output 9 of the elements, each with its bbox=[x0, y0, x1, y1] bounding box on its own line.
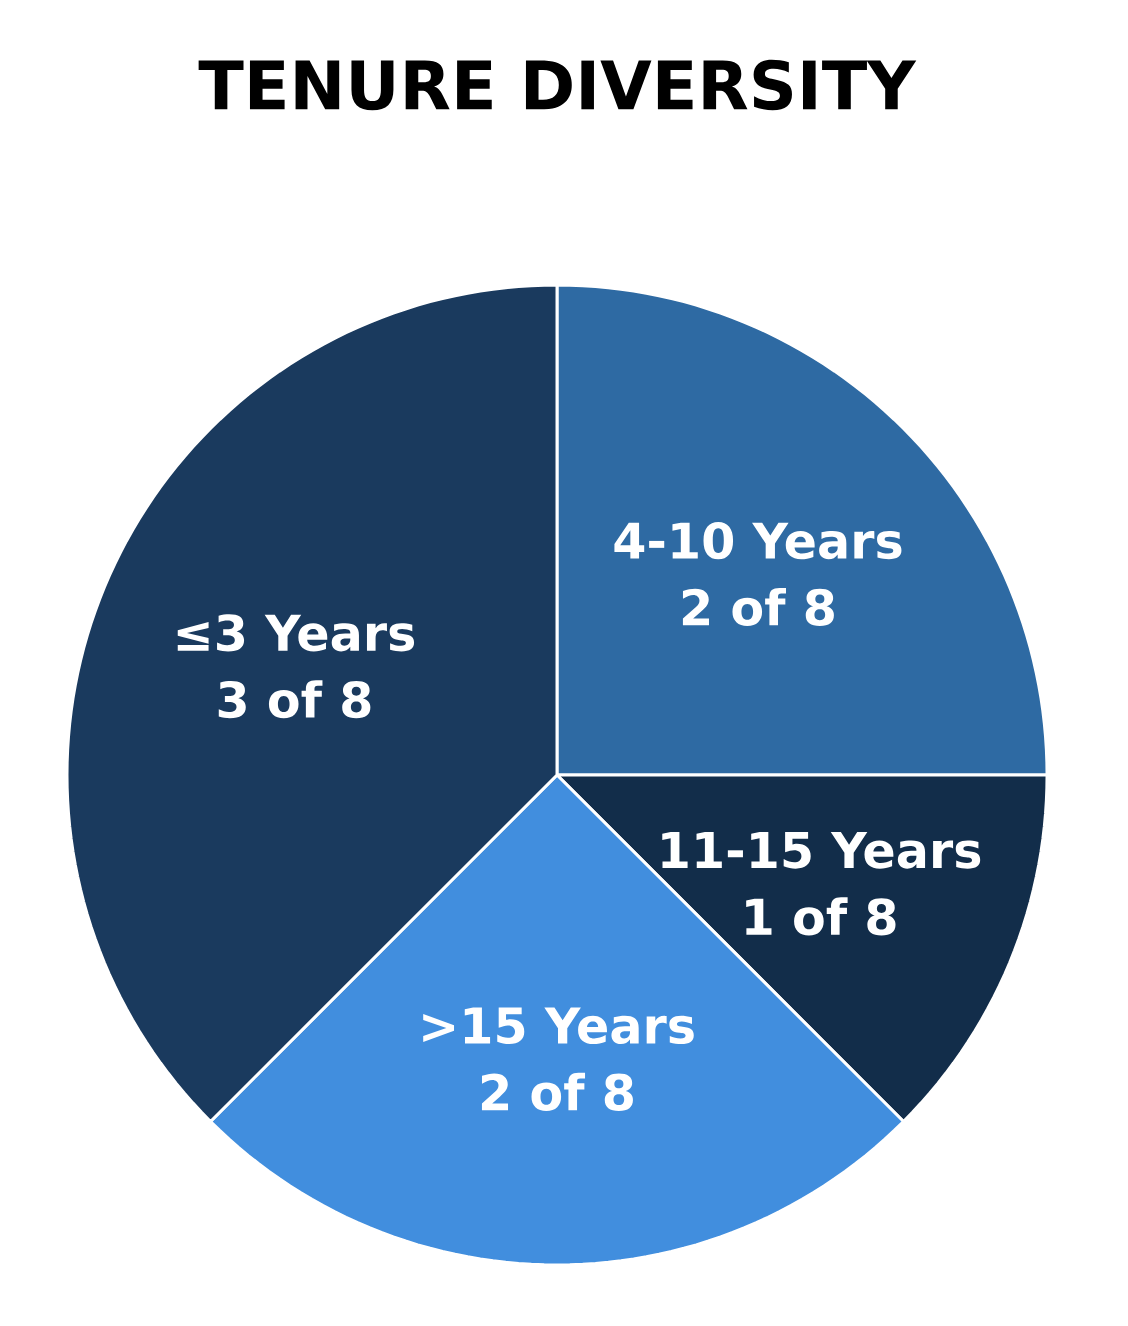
slice-label: ≤3 Years bbox=[177, 614, 415, 652]
slice-label: 4-10 Years bbox=[614, 522, 902, 560]
data-label: 2 of 8 bbox=[682, 587, 834, 627]
slice-label: >15 Years bbox=[423, 1007, 694, 1045]
data-label: 3 of 8 bbox=[218, 680, 371, 719]
chart-title: TENURE DIVERSITY bbox=[198, 59, 917, 111]
data-label: 2 of 8 bbox=[481, 1072, 633, 1111]
slice-label: 11-15 Years bbox=[662, 832, 981, 869]
data-label: 1 of 8 bbox=[746, 897, 896, 936]
